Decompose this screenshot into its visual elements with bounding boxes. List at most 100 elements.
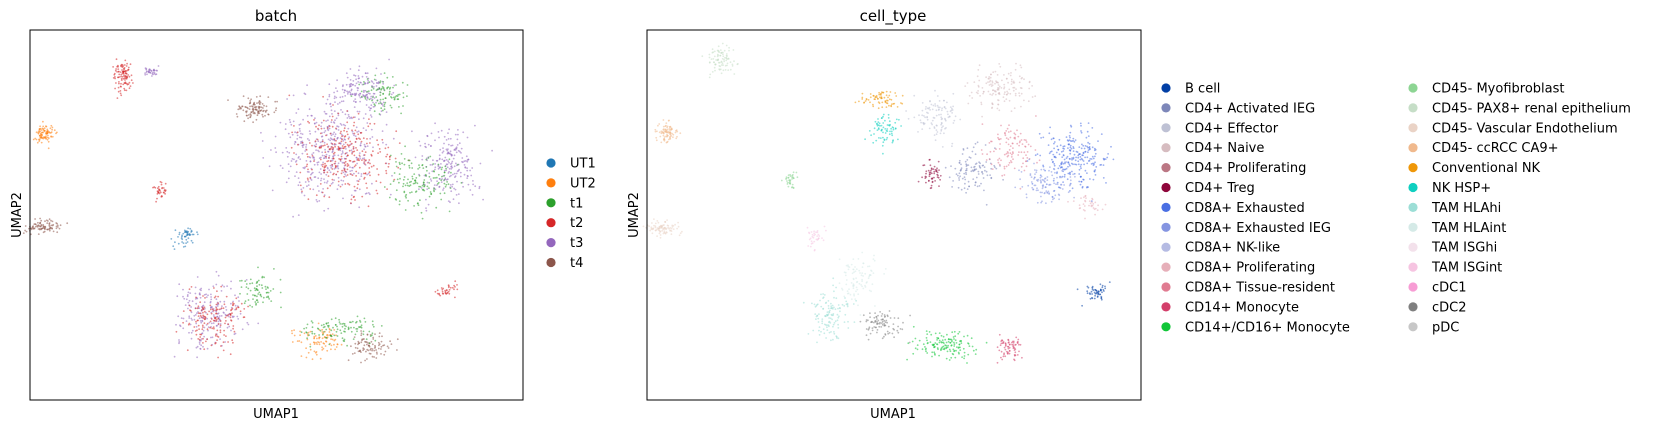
- umap-point: [315, 194, 318, 197]
- umap-point: [122, 72, 125, 74]
- umap-point: [455, 151, 458, 154]
- umap-point: [945, 341, 948, 344]
- umap-point: [346, 130, 348, 133]
- umap-point: [945, 347, 948, 350]
- umap-point: [869, 312, 871, 315]
- umap-point: [1067, 147, 1069, 150]
- umap-point: [384, 97, 387, 99]
- umap-point: [370, 116, 373, 118]
- umap-point: [125, 65, 128, 67]
- umap-point: [1033, 178, 1035, 180]
- umap-point: [653, 218, 655, 221]
- umap-point: [360, 334, 363, 337]
- umap-point: [274, 147, 277, 149]
- umap-point: [441, 151, 444, 154]
- umap-point: [1040, 201, 1042, 204]
- umap-point: [1012, 341, 1015, 344]
- umap-point: [727, 57, 730, 60]
- umap-point: [938, 339, 941, 342]
- umap-point: [335, 96, 338, 99]
- umap-point: [724, 69, 727, 71]
- umap-point: [186, 294, 189, 296]
- umap-point: [678, 234, 681, 237]
- umap-point: [1001, 358, 1004, 361]
- umap-point: [663, 229, 666, 231]
- umap-point: [220, 315, 223, 317]
- umap-point: [659, 135, 662, 138]
- umap-point: [188, 304, 191, 307]
- umap-point: [188, 315, 191, 318]
- umap-point: [893, 317, 896, 319]
- umap-point: [953, 345, 956, 347]
- umap-point: [206, 313, 209, 316]
- umap-point: [1011, 341, 1013, 344]
- umap-point: [953, 349, 956, 352]
- umap-point: [366, 122, 369, 124]
- umap-point: [1055, 156, 1057, 159]
- umap-point: [293, 334, 296, 337]
- umap-point: [326, 182, 328, 184]
- umap-point: [829, 317, 832, 320]
- umap-point: [178, 339, 180, 341]
- umap-point: [889, 130, 891, 133]
- umap-point: [1003, 93, 1006, 95]
- umap-point: [375, 101, 377, 104]
- umap-point: [1049, 166, 1051, 169]
- umap-point: [1056, 176, 1058, 179]
- umap-point: [931, 108, 934, 111]
- umap-point: [960, 167, 963, 170]
- legend-marker: [546, 218, 556, 228]
- umap-point: [959, 169, 962, 172]
- umap-point: [720, 60, 723, 63]
- umap-point: [212, 285, 215, 288]
- umap-point: [871, 283, 874, 286]
- umap-point: [325, 155, 327, 158]
- umap-point: [407, 178, 409, 181]
- umap-point: [448, 158, 451, 161]
- umap-point: [188, 322, 191, 325]
- umap-point: [318, 150, 320, 153]
- umap-point: [124, 74, 127, 77]
- umap-point: [208, 310, 211, 313]
- umap-point: [399, 168, 402, 170]
- umap-point: [46, 128, 49, 131]
- umap-point: [224, 341, 227, 343]
- umap-point: [1003, 346, 1006, 349]
- umap-point: [1091, 285, 1094, 288]
- umap-point: [338, 318, 340, 321]
- umap-point: [998, 163, 1001, 166]
- umap-point: [721, 42, 724, 45]
- umap-point: [424, 173, 427, 176]
- umap-point: [1100, 163, 1103, 166]
- umap-point: [1102, 177, 1105, 179]
- umap-point: [219, 331, 222, 334]
- umap-point: [59, 224, 62, 227]
- umap-point: [1000, 124, 1002, 127]
- umap-point: [834, 308, 837, 311]
- umap-point: [323, 169, 325, 172]
- umap-point: [327, 146, 329, 148]
- umap-point: [454, 149, 457, 151]
- umap-point: [267, 291, 270, 294]
- umap-point: [326, 166, 329, 169]
- umap-point: [217, 317, 220, 320]
- umap-point: [341, 325, 344, 328]
- umap-point: [857, 304, 859, 307]
- legend-item: CD4+ Effector: [1161, 121, 1279, 136]
- umap-point: [965, 173, 968, 176]
- umap-point: [256, 281, 258, 284]
- umap-point: [354, 84, 357, 87]
- umap-point: [450, 171, 452, 174]
- umap-point: [792, 176, 794, 179]
- umap-point: [885, 90, 888, 93]
- umap-point: [361, 195, 364, 198]
- umap-point: [121, 75, 124, 78]
- umap-point: [115, 82, 117, 84]
- umap-point: [665, 122, 668, 124]
- umap-point: [249, 101, 252, 104]
- legend-item: Conventional NK: [1408, 161, 1541, 176]
- umap-point: [1007, 351, 1009, 354]
- umap-point: [212, 326, 215, 328]
- umap-point: [50, 124, 53, 127]
